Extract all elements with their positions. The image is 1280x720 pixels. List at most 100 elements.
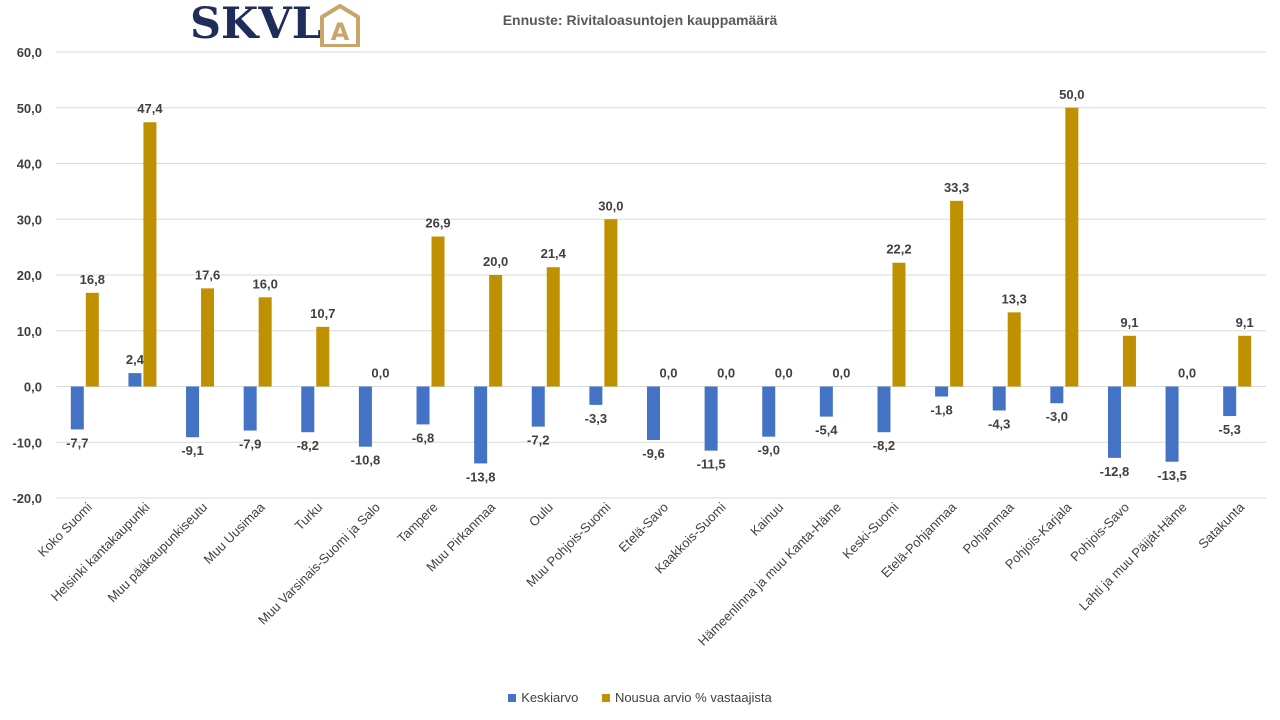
y-tick-label: 40,0 [17,157,42,172]
bar-keskiarvo [474,386,488,464]
data-label-nousua: 26,9 [425,216,450,231]
bar-nousua [546,267,560,387]
data-label-keskiarvo: -8,2 [297,438,319,453]
data-label-keskiarvo: -7,2 [527,433,549,448]
x-category-label: Oulu [526,500,556,530]
data-label-nousua: 22,2 [886,242,911,257]
y-tick-label: 20,0 [17,268,42,283]
data-label-nousua: 30,0 [598,198,623,213]
x-category-label: Etelä-Savo [616,500,672,556]
data-label-nousua: 50,0 [1059,87,1084,102]
bar-keskiarvo [935,386,949,397]
y-tick-label: -10,0 [12,435,42,450]
data-label-keskiarvo: -4,3 [988,416,1010,431]
bar-keskiarvo [877,386,891,433]
x-category-label: Muu Varsinais-Suomi ja Salo [255,500,383,628]
bar-nousua [431,236,445,387]
bar-keskiarvo [301,386,315,433]
data-label-keskiarvo: -10,8 [351,453,381,468]
x-category-label: Lahti ja muu Päijät-Häme [1076,500,1190,614]
x-category-label: Pohjois-Savo [1067,500,1132,565]
bar-keskiarvo [819,386,833,417]
bar-keskiarvo [1107,386,1121,458]
data-label-nousua: 16,8 [80,272,105,287]
x-category-label: Koko Suomi [35,499,95,559]
bar-keskiarvo [762,386,776,437]
legend-label-nousua: Nousua arvio % vastaajista [614,690,772,705]
data-label-nousua: 16,0 [253,276,278,291]
bar-keskiarvo [992,386,1006,411]
data-label-nousua: 9,1 [1120,315,1138,330]
bar-keskiarvo [70,386,84,430]
legend-label-keskiarvo: Keskiarvo [521,690,579,705]
logo-text: SKVL [190,0,323,49]
legend-item-nousua: Nousua arvio % vastaajista [601,690,772,705]
bar-nousua [258,297,272,387]
data-label-keskiarvo: -13,5 [1157,468,1187,483]
data-label-nousua: 33,3 [944,180,969,195]
data-label-keskiarvo: -3,3 [585,411,607,426]
bar-keskiarvo [358,386,372,447]
data-label-keskiarvo: -11,5 [697,457,726,472]
data-label-nousua: 0,0 [371,366,389,381]
data-label-keskiarvo: -13,8 [466,469,496,484]
bar-nousua [489,275,503,387]
data-label-keskiarvo: -9,1 [181,443,203,458]
y-tick-label: 30,0 [17,212,42,227]
bar-nousua [316,326,330,387]
data-label-nousua: 10,7 [310,306,335,321]
chart-legend: Keskiarvo Nousua arvio % vastaajista [0,690,1280,705]
data-label-keskiarvo: -9,6 [642,446,664,461]
data-label-nousua: 0,0 [775,366,793,381]
bar-nousua [1007,312,1021,387]
bar-keskiarvo [589,386,603,405]
legend-swatch-nousua [601,694,610,702]
x-category-label: Pohjanmaa [960,499,1018,557]
bar-nousua [1238,335,1252,387]
bar-keskiarvo [704,386,718,451]
chart-title: Ennuste: Rivitaloasuntojen kauppamäärä [502,12,778,28]
data-label-keskiarvo: -3,0 [1046,409,1068,424]
bar-nousua [1122,335,1136,387]
data-label-keskiarvo: -6,8 [412,430,434,445]
legend-item-keskiarvo: Keskiarvo [508,690,578,705]
y-tick-label: 10,0 [17,324,42,339]
bar-keskiarvo [243,386,257,431]
logo-mark-letter: A [331,18,350,46]
data-label-nousua: 13,3 [1002,291,1027,306]
y-tick-label: -20,0 [12,491,42,506]
data-label-keskiarvo: -9,0 [758,443,780,458]
y-tick-label: 0,0 [24,380,42,395]
data-label-keskiarvo: -8,2 [873,438,895,453]
data-label-nousua: 21,4 [541,246,567,261]
bar-nousua [143,122,157,387]
data-label-keskiarvo: -12,8 [1100,464,1130,479]
data-label-nousua: 0,0 [717,366,735,381]
bar-nousua [201,288,215,387]
skvl-logo: SKVL A [190,0,375,49]
logo-house-mark: A [320,4,360,47]
bar-keskiarvo [1223,386,1237,417]
bar-keskiarvo [1165,386,1179,462]
bar-chart: -20,0 -10,0 0,0 10,0 20,0 30,0 40,0 50,0 60,0 -7,… [12,45,1266,649]
data-label-nousua: 17,6 [195,267,220,282]
data-label-nousua: 47,4 [137,101,163,116]
bar-keskiarvo [186,386,200,438]
x-category-label: Tampere [394,500,440,546]
data-label-nousua: 0,0 [659,366,677,381]
bar-nousua [950,200,964,387]
bar-nousua [892,262,906,387]
data-label-nousua: 0,0 [832,366,850,381]
data-label-keskiarvo: 2,4 [126,352,145,367]
y-tick-label: 60,0 [17,45,42,60]
x-category-label: Muu Uusimaa [200,499,268,567]
data-label-keskiarvo: -7,9 [239,437,261,452]
data-label-keskiarvo: -1,8 [930,403,952,418]
x-category-label: Keski-Suomi [839,499,901,561]
data-label-nousua: 9,1 [1236,315,1254,330]
data-label-nousua: 20,0 [483,254,508,269]
bar-nousua [1065,107,1079,387]
x-category-label: Turku [292,500,326,534]
data-label-nousua: 0,0 [1178,366,1196,381]
x-category-label: Satakunta [1195,499,1248,552]
